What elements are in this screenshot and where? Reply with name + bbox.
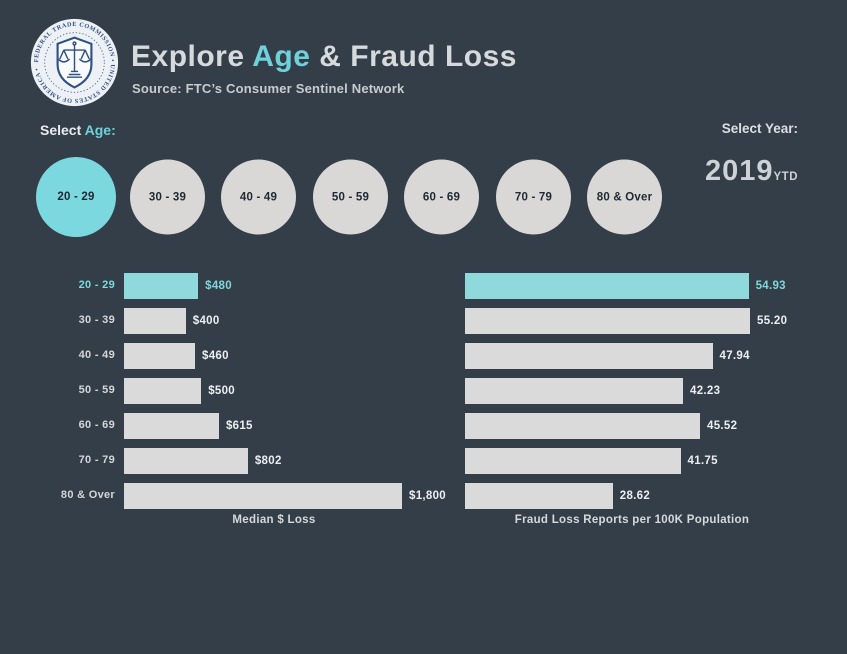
age-filter-60-69[interactable]: 60 - 69: [404, 159, 479, 235]
bar-value: 28.62: [619, 489, 651, 502]
age-filter-50-59[interactable]: 50 - 59: [313, 159, 388, 235]
reports-bar[interactable]: [465, 342, 713, 369]
title-highlight: Age: [252, 40, 311, 73]
bar-value: 47.94: [719, 349, 750, 362]
age-filter-20-29[interactable]: 20 - 29: [36, 157, 116, 237]
median-bar[interactable]: [124, 377, 202, 404]
title-suffix: & Fraud Loss: [310, 40, 517, 73]
bar-value: $1,800: [409, 489, 446, 502]
row-label: 40 - 49: [78, 349, 115, 361]
year-number[interactable]: 2019: [704, 155, 774, 187]
median-bar[interactable]: [124, 272, 199, 299]
row-label: 60 - 69: [78, 419, 115, 431]
select-year-label: Select Year:: [721, 121, 798, 136]
bar-value: 42.23: [690, 384, 721, 397]
bar-value: 41.75: [687, 454, 718, 467]
ftc-seal-icon: FEDERAL TRADE COMMISSION • UNITED STATES…: [30, 18, 119, 107]
median-loss-chart: $480 $400 $460 $500 $615 $802 $1,800: [124, 268, 454, 513]
reports-bar[interactable]: [465, 412, 701, 439]
page-title: Explore Age & Fraud Loss: [131, 40, 517, 74]
axis-title-median-loss: Median $ Loss: [232, 514, 316, 526]
bar-value: $615: [225, 419, 253, 432]
reports-bar[interactable]: [465, 377, 684, 404]
median-bar[interactable]: [124, 307, 186, 334]
fraud-reports-chart: 54.93 55.20 47.94 42.23 45.52 41.75 28.6…: [465, 268, 805, 513]
year-selector[interactable]: 2019YTD: [610, 155, 798, 188]
age-filter-40-49[interactable]: 40 - 49: [221, 159, 296, 235]
select-age-label: Select Age:: [40, 122, 116, 138]
reports-bar[interactable]: [465, 482, 613, 509]
bar-value: $460: [202, 349, 229, 362]
scales-of-justice-icon: [57, 41, 92, 78]
bar-value: $400: [192, 314, 220, 327]
bar-value: 45.52: [707, 419, 738, 432]
row-label: 50 - 59: [78, 384, 115, 396]
bar-value: $802: [254, 454, 282, 467]
reports-bar[interactable]: [465, 307, 750, 334]
age-axis-labels: 20 - 29 30 - 39 40 - 49 50 - 59 60 - 69 …: [25, 268, 115, 513]
bar-value: $500: [208, 384, 236, 397]
row-label: 70 - 79: [78, 454, 115, 466]
bar-value: 55.20: [757, 314, 788, 327]
median-bar[interactable]: [124, 482, 402, 509]
bar-value: $480: [205, 279, 232, 292]
title-prefix: Explore: [131, 40, 253, 73]
age-filter-70-79[interactable]: 70 - 79: [496, 159, 571, 235]
bar-value: 54.93: [755, 279, 786, 292]
age-filter-30-39[interactable]: 30 - 39: [130, 159, 205, 235]
reports-bar[interactable]: [465, 272, 749, 299]
age-filter-80-over[interactable]: 80 & Over: [587, 159, 662, 235]
page-subtitle: Source: FTC’s Consumer Sentinel Network: [132, 81, 405, 96]
row-label: 30 - 39: [78, 314, 115, 326]
reports-bar[interactable]: [465, 447, 681, 474]
median-bar[interactable]: [124, 342, 196, 369]
row-label: 20 - 29: [78, 279, 115, 291]
axis-title-fraud-reports: Fraud Loss Reports per 100K Population: [514, 514, 750, 526]
row-label: 80 & Over: [60, 489, 115, 501]
median-bar[interactable]: [124, 412, 219, 439]
median-bar[interactable]: [124, 447, 248, 474]
year-suffix: YTD: [773, 171, 798, 183]
